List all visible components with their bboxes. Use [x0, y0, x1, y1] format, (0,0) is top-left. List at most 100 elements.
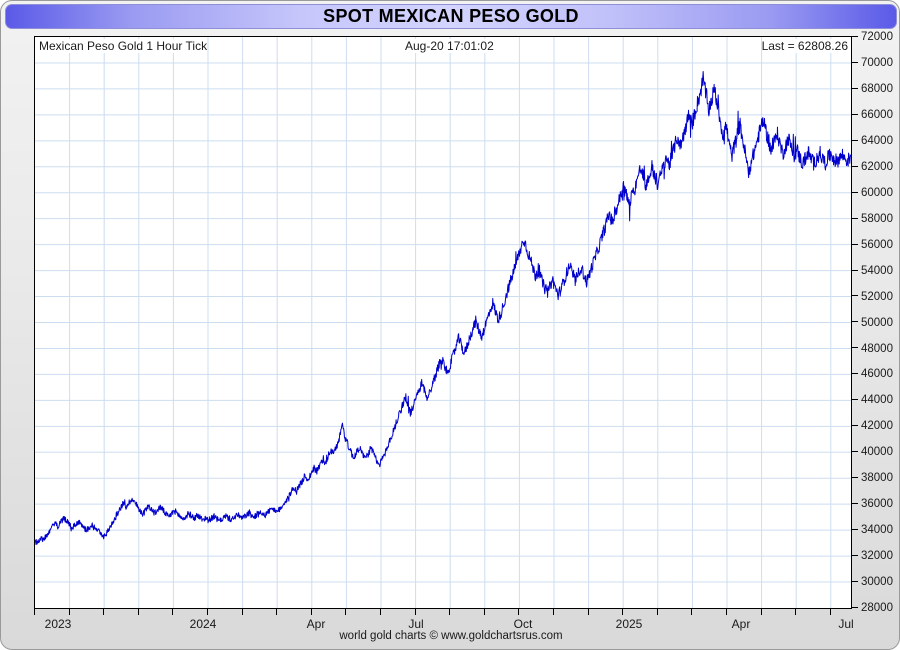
- x-tick-mark: [345, 609, 347, 615]
- x-tick-mark: [829, 609, 831, 615]
- y-tick-label: 68000: [861, 82, 893, 95]
- y-axis-tick: 68000: [852, 83, 893, 95]
- y-axis-tick: 44000: [852, 394, 893, 406]
- y-tick-mark: [852, 295, 858, 297]
- y-tick-mark: [852, 580, 858, 582]
- y-axis-tick: 62000: [852, 161, 893, 173]
- y-tick-mark: [852, 373, 858, 375]
- y-tick-mark: [852, 503, 858, 505]
- y-tick-label: 40000: [861, 446, 893, 459]
- x-tick-mark: [380, 609, 381, 615]
- y-axis-tick: 40000: [852, 446, 893, 458]
- y-tick-label: 70000: [861, 57, 893, 69]
- y-tick-mark: [852, 113, 858, 115]
- y-axis-tick: 56000: [852, 239, 893, 251]
- y-axis-tick: 42000: [852, 420, 893, 432]
- y-tick-label: 36000: [861, 498, 893, 511]
- y-axis-tick: 72000: [852, 31, 893, 43]
- y-axis-tick: 34000: [852, 524, 893, 536]
- y-tick-mark: [852, 399, 858, 401]
- y-axis-tick: 48000: [852, 343, 893, 355]
- y-tick-label: 54000: [861, 264, 893, 277]
- y-axis-tick: 46000: [852, 368, 893, 380]
- x-axis-tick-label: 2025: [615, 617, 643, 631]
- y-tick-mark: [852, 529, 858, 531]
- y-axis-tick: 54000: [852, 265, 893, 277]
- x-tick-mark: [449, 609, 451, 615]
- y-tick-mark: [852, 61, 858, 63]
- x-tick-mark: [34, 609, 35, 615]
- y-axis-tick: 50000: [852, 317, 893, 329]
- price-series-line: [35, 37, 851, 608]
- x-tick-mark: [483, 609, 485, 615]
- y-tick-label: 34000: [861, 524, 893, 537]
- chart-area: Mexican Peso Gold 1 Hour Tick Aug-20 17:…: [1, 31, 899, 649]
- y-tick-label: 32000: [861, 550, 893, 563]
- x-axis-tick-label: Jul: [408, 617, 424, 631]
- x-tick-mark: [310, 609, 312, 615]
- x-tick-mark: [172, 609, 174, 615]
- y-tick-mark: [852, 555, 858, 557]
- y-tick-label: 66000: [861, 108, 893, 121]
- y-tick-label: 28000: [861, 602, 893, 614]
- y-tick-label: 60000: [861, 186, 893, 199]
- x-tick-mark: [241, 609, 243, 615]
- x-axis-tick-label: 2023: [44, 617, 72, 631]
- y-tick-mark: [852, 87, 858, 89]
- x-tick-mark: [103, 609, 105, 615]
- y-tick-mark: [852, 347, 858, 349]
- y-tick-label: 72000: [861, 31, 893, 43]
- plot-area: Mexican Peso Gold 1 Hour Tick Aug-20 17:…: [34, 36, 852, 609]
- y-tick-mark: [852, 425, 858, 427]
- y-tick-mark: [852, 451, 858, 453]
- x-tick-mark: [726, 609, 727, 615]
- x-tick-mark: [276, 609, 278, 615]
- y-tick-label: 46000: [861, 368, 893, 381]
- y-tick-label: 62000: [861, 160, 893, 173]
- x-tick-mark: [760, 609, 762, 615]
- y-axis-tick: 66000: [852, 109, 893, 121]
- x-tick-mark: [68, 609, 70, 615]
- chart-subtitle: Mexican Peso Gold 1 Hour Tick: [39, 39, 208, 53]
- y-tick-mark: [852, 35, 858, 37]
- x-tick-mark: [691, 609, 693, 615]
- x-tick-mark: [795, 609, 797, 615]
- y-tick-mark: [852, 321, 858, 323]
- y-tick-label: 42000: [861, 420, 893, 433]
- y-tick-mark: [852, 165, 858, 167]
- chart-timestamp: Aug-20 17:01:02: [405, 39, 494, 53]
- y-tick-label: 64000: [861, 134, 893, 147]
- y-axis-tick: 64000: [852, 135, 893, 147]
- y-tick-mark: [852, 269, 858, 271]
- x-tick-mark: [207, 609, 208, 615]
- y-axis-tick: 38000: [852, 472, 893, 484]
- y-axis-tick: 36000: [852, 498, 893, 510]
- x-tick-mark: [518, 609, 520, 615]
- x-axis: 2023 2024 Apr Jul Oct 2025 Apr Jul: [34, 609, 854, 643]
- x-axis-tick-label: Jul: [838, 617, 854, 631]
- window-title-bar: SPOT MEXICAN PESO GOLD: [5, 4, 897, 29]
- x-tick-mark: [587, 609, 589, 615]
- x-axis-tick-label: Apr: [731, 617, 751, 631]
- y-tick-label: 52000: [861, 290, 893, 303]
- x-tick-mark: [137, 609, 139, 615]
- chart-gridlines: [35, 37, 851, 608]
- y-tick-mark: [852, 139, 858, 141]
- y-axis-tick: 52000: [852, 291, 893, 303]
- x-axis-tick-label: Apr: [306, 617, 326, 631]
- footer-credit: world gold charts © www.goldchartsrus.co…: [339, 630, 563, 642]
- x-axis-tick-label: Oct: [513, 617, 533, 631]
- y-axis: 72000 70000 68000 66000 64000 62000 60000 58000…: [852, 31, 899, 614]
- y-axis-tick: 58000: [852, 213, 893, 225]
- y-tick-label: 50000: [861, 316, 893, 329]
- y-tick-label: 38000: [861, 472, 893, 485]
- x-tick-mark: [414, 609, 416, 615]
- y-tick-mark: [852, 217, 858, 219]
- y-axis-tick: 60000: [852, 187, 893, 199]
- y-tick-mark: [852, 191, 858, 193]
- x-tick-mark: [622, 609, 624, 615]
- y-tick-label: 58000: [861, 212, 893, 225]
- y-axis-tick: 30000: [852, 576, 893, 588]
- y-tick-mark: [852, 243, 858, 245]
